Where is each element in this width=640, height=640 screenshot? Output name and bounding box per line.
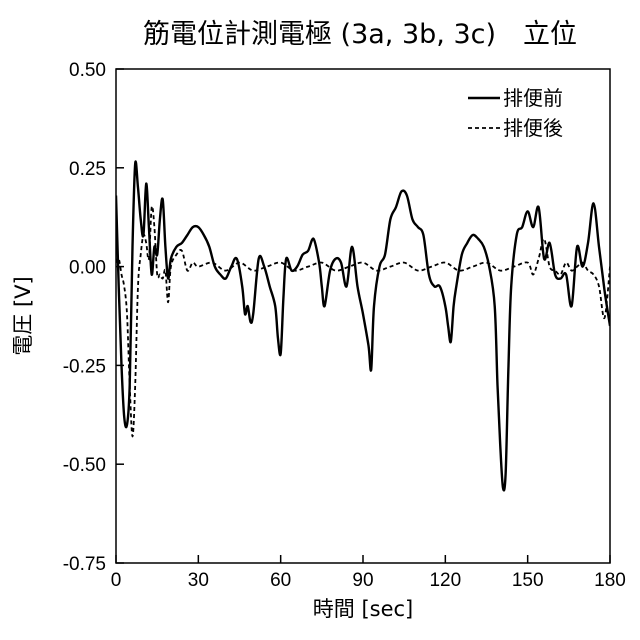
y-tick-label: 0.25 [69, 159, 106, 180]
y-axis: 0.50 0.25 0.00 -0.25 -0.50 -0.75 [63, 60, 124, 575]
y-tick-label: 0.50 [69, 60, 106, 81]
y-tick-label: 0.00 [69, 258, 106, 279]
x-tick-label: 150 [512, 570, 544, 591]
legend: 排便前排便後 [468, 86, 563, 140]
x-tick-label: 90 [352, 570, 373, 591]
x-axis-label: 時間 [sec] [313, 597, 413, 621]
y-tick-label: -0.75 [63, 554, 106, 575]
series-line-1 [116, 206, 610, 436]
y-tick-label: -0.25 [63, 356, 106, 377]
chart-title: 筋電位計測電極 (3a, 3b, 3c) 立位 [143, 19, 577, 50]
x-tick-label: 0 [111, 570, 122, 591]
x-tick-label: 30 [188, 570, 209, 591]
y-tick-label: -0.50 [63, 455, 106, 476]
series-layer [116, 162, 610, 491]
x-tick-label: 60 [270, 570, 291, 591]
legend-label: 排便後 [503, 116, 563, 140]
x-tick-label: 180 [594, 570, 626, 591]
legend-label: 排便前 [503, 86, 563, 110]
y-axis-label: 電圧 [V] [11, 276, 35, 355]
x-tick-label: 120 [429, 570, 461, 591]
x-axis: 0 30 60 90 120 150 180 [111, 555, 626, 591]
series-line-0 [116, 162, 610, 491]
